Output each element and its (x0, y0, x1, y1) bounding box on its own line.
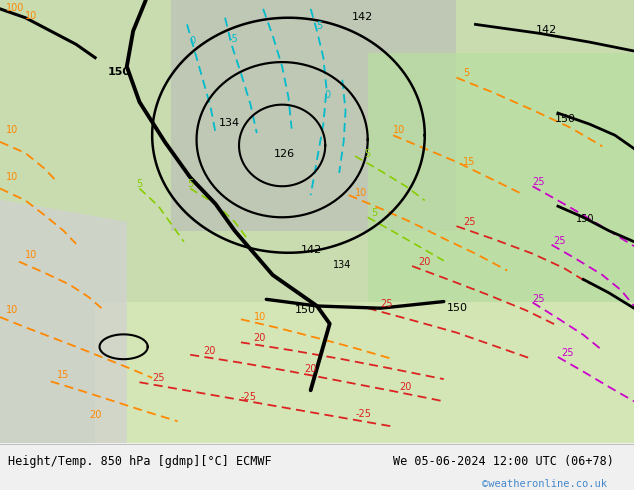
Text: 20: 20 (89, 410, 101, 420)
Text: 10: 10 (6, 172, 18, 182)
Text: 134: 134 (333, 260, 351, 270)
Text: 25: 25 (533, 177, 545, 187)
Text: 5: 5 (365, 149, 371, 159)
Polygon shape (171, 0, 456, 231)
Text: 5: 5 (187, 179, 193, 189)
Text: 25: 25 (152, 373, 165, 383)
Text: 25: 25 (561, 347, 574, 358)
Text: -25: -25 (241, 392, 257, 402)
Text: 10: 10 (355, 188, 367, 198)
Text: 25: 25 (463, 217, 476, 227)
Text: -5: -5 (228, 34, 238, 44)
Text: ©weatheronline.co.uk: ©weatheronline.co.uk (482, 479, 607, 490)
Text: 15: 15 (463, 157, 476, 167)
Text: 20: 20 (399, 382, 412, 392)
Text: 150: 150 (576, 214, 594, 224)
Polygon shape (95, 301, 634, 443)
Text: 10: 10 (393, 125, 405, 135)
Text: 20: 20 (203, 346, 216, 356)
Text: 5: 5 (316, 21, 322, 31)
Text: 10: 10 (6, 125, 18, 135)
Text: 20: 20 (254, 334, 266, 343)
Text: 0: 0 (325, 90, 331, 99)
Text: 25: 25 (380, 299, 393, 309)
Text: 10: 10 (25, 250, 37, 260)
Text: 10: 10 (254, 312, 266, 322)
Text: 142: 142 (352, 12, 373, 22)
Text: 20: 20 (304, 364, 317, 373)
Text: 25: 25 (553, 236, 566, 246)
Text: 20: 20 (418, 257, 431, 267)
Text: 150: 150 (108, 68, 131, 77)
Text: Height/Temp. 850 hPa [gdmp][°C] ECMWF: Height/Temp. 850 hPa [gdmp][°C] ECMWF (8, 455, 271, 467)
Polygon shape (0, 199, 127, 443)
Polygon shape (368, 53, 634, 319)
Text: 5: 5 (463, 68, 469, 78)
Text: 5: 5 (371, 208, 377, 219)
Text: 150: 150 (447, 303, 468, 313)
Text: 142: 142 (536, 25, 557, 35)
Text: 10: 10 (25, 11, 37, 21)
Text: 100: 100 (6, 3, 25, 13)
Text: 5: 5 (136, 179, 143, 189)
Text: We 05-06-2024 12:00 UTC (06+78): We 05-06-2024 12:00 UTC (06+78) (393, 455, 614, 467)
Text: 150: 150 (295, 305, 316, 315)
Text: 126: 126 (274, 149, 295, 159)
Text: 142: 142 (301, 245, 323, 255)
Text: 25: 25 (533, 294, 545, 303)
Text: 10: 10 (6, 305, 18, 315)
Text: 0: 0 (189, 36, 195, 47)
Text: 134: 134 (219, 119, 240, 128)
Text: 15: 15 (57, 370, 70, 380)
Text: 150: 150 (555, 114, 576, 124)
Text: -25: -25 (355, 409, 371, 419)
